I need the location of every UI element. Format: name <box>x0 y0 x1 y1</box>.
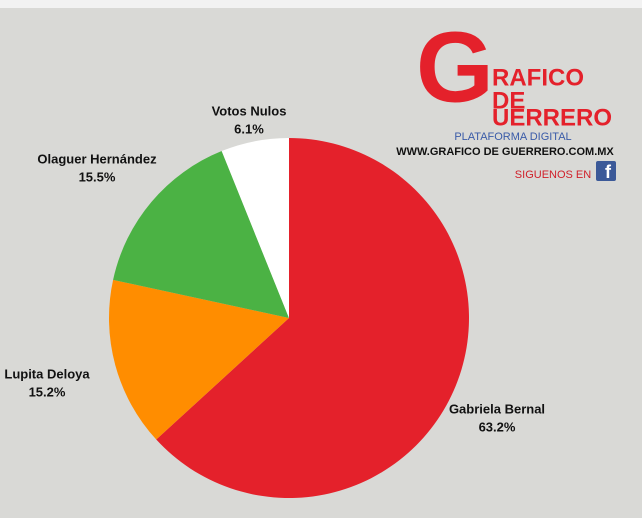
pie-slice <box>108 279 289 440</box>
facebook-icon <box>596 161 616 181</box>
slice-value-label: 63.2% <box>479 419 516 434</box>
top-strip <box>0 0 642 8</box>
facebook-letter: f <box>605 162 612 182</box>
logo-line: RAFICO <box>492 64 584 91</box>
logo: G RAFICO DE UERRERO PLATAFORMA DIGITAL W… <box>396 11 616 182</box>
follow-text: SIGUENOS EN <box>515 169 591 181</box>
slice-value-label: 6.1% <box>234 121 264 136</box>
slice-label: Olaguer Hernández <box>37 151 157 166</box>
slice-label: Gabriela Bernal <box>449 401 545 416</box>
slice-label: Votos Nulos <box>212 103 287 118</box>
slice-labels: Gabriela Bernal 63.2% Lupita Deloya 15.2% Ol… <box>4 103 545 434</box>
pie-slice <box>221 138 289 318</box>
slice-label: Lupita Deloya <box>4 366 90 381</box>
slice-value-label: 15.2% <box>29 384 66 399</box>
logo-big-letter: G <box>416 11 494 123</box>
slice-value-label: 15.5% <box>79 169 116 184</box>
logo-line: UERRERO <box>492 104 612 131</box>
pie-slice <box>156 138 470 498</box>
pie <box>108 138 470 498</box>
logo-subtitle: PLATAFORMA DIGITAL <box>454 131 571 143</box>
logo-url: WWW.GRAFICO DE GUERRERO.COM.MX <box>396 146 614 158</box>
logo-line: DE <box>492 87 525 114</box>
pie-slice <box>113 151 289 318</box>
